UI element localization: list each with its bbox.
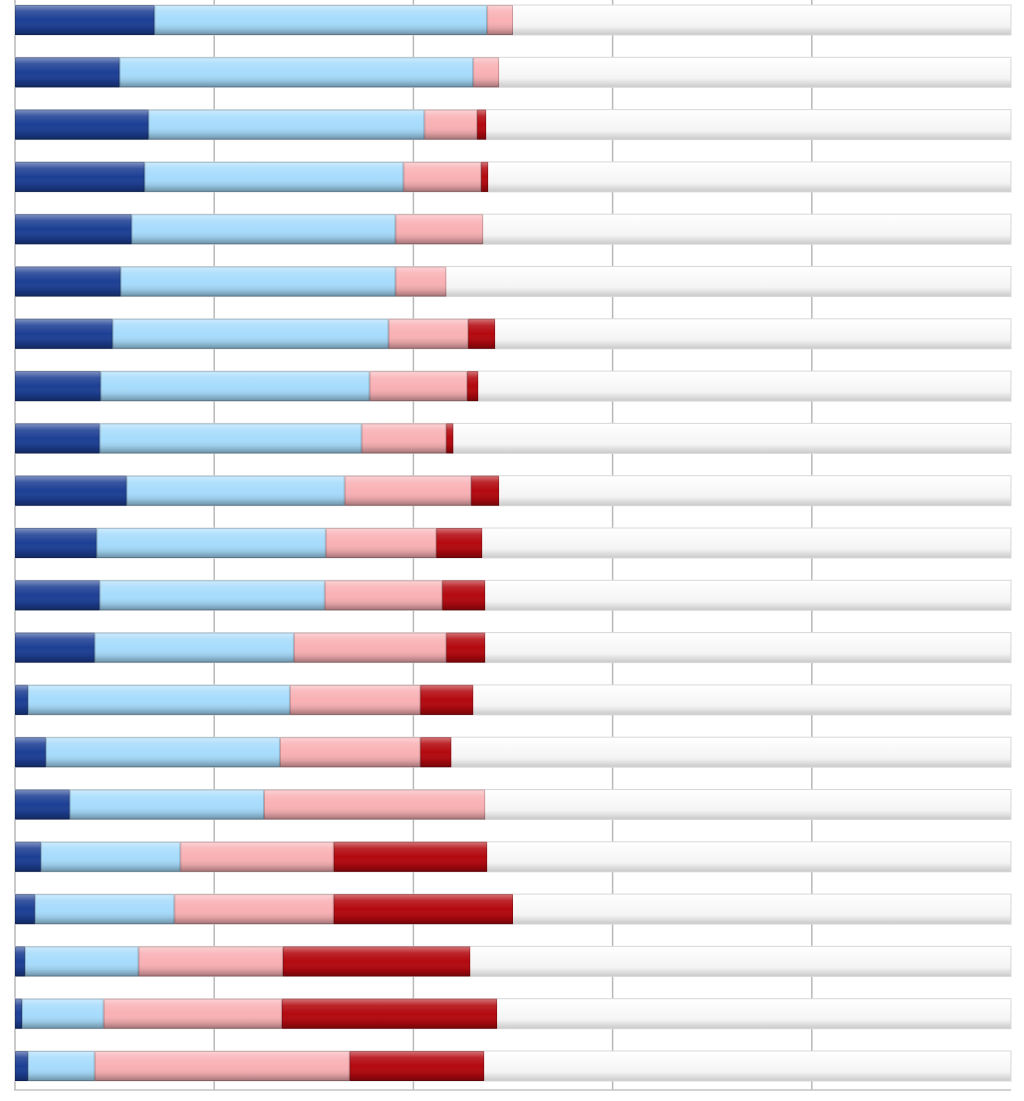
bar-segment — [395, 266, 447, 297]
bar-segment — [369, 371, 468, 402]
bar-segment — [15, 318, 113, 349]
bar-segment — [138, 946, 283, 977]
bar-segment — [481, 161, 489, 192]
bar-segment — [436, 528, 483, 558]
bar-segment — [15, 684, 28, 715]
bar-segment — [15, 789, 70, 820]
bar-segment — [264, 789, 486, 820]
bar-segment — [15, 580, 100, 611]
bar-segment — [473, 57, 500, 88]
bar-segment — [15, 632, 95, 663]
bar-segment — [420, 737, 452, 768]
bar-segment — [15, 475, 127, 506]
bar-segment — [99, 580, 325, 611]
bar-segment — [333, 841, 488, 872]
bar-segment — [96, 528, 326, 558]
bar-segment — [15, 946, 25, 977]
bar-segment — [120, 266, 396, 297]
bar-segment — [487, 5, 514, 35]
bar-segment — [15, 214, 132, 245]
bar-segment — [69, 789, 264, 820]
bar-segment — [126, 475, 345, 506]
bar-segment — [361, 423, 447, 454]
bar-segment — [477, 109, 487, 140]
bar-segment — [15, 57, 120, 88]
bar-segment — [15, 5, 155, 35]
bar-segment — [333, 894, 513, 925]
bar-segment — [15, 1051, 28, 1081]
bar-segment — [344, 475, 472, 506]
bar-segment — [99, 423, 362, 454]
bar-segment — [15, 266, 121, 297]
bar-segment — [446, 632, 486, 663]
bar-segment — [388, 318, 469, 349]
bar-segment — [27, 1051, 95, 1081]
bar-segment — [15, 528, 97, 558]
bar-segment — [119, 57, 474, 88]
bar-segment — [15, 737, 46, 768]
bar-segment — [446, 423, 454, 454]
bar-segment — [15, 371, 101, 402]
bar-segment — [15, 841, 41, 872]
bar-segment — [293, 632, 447, 663]
bar-segment — [467, 371, 479, 402]
bar-segment — [420, 684, 474, 715]
bar-segment — [144, 161, 404, 192]
bar-segment — [424, 109, 478, 140]
bar-segment — [395, 214, 484, 245]
bar-segment — [24, 946, 139, 977]
bar-segment — [103, 998, 282, 1029]
bar-segment — [148, 109, 425, 140]
bar-segment — [15, 109, 149, 140]
bar-segment — [94, 1051, 350, 1081]
bar-segment — [403, 161, 482, 192]
bar-segment — [34, 894, 175, 925]
bar-segment — [174, 894, 334, 925]
bar-segment — [131, 214, 396, 245]
bar-segment — [100, 371, 370, 402]
bar-segment — [15, 998, 22, 1029]
bar-segment — [45, 737, 280, 768]
bar-segment — [40, 841, 181, 872]
bar-segment — [325, 528, 437, 558]
bar-segment — [15, 161, 145, 192]
bar-segment — [15, 423, 100, 454]
bar-segment — [21, 998, 104, 1029]
bar-segment — [154, 5, 488, 35]
bar-segment — [180, 841, 334, 872]
bar-segment — [279, 737, 421, 768]
bar-segment — [349, 1051, 485, 1081]
bar-segments — [15, 5, 514, 1081]
bar-segment — [94, 632, 294, 663]
bar-segment — [471, 475, 500, 506]
bar-segment — [324, 580, 443, 611]
bar-segment — [281, 998, 498, 1029]
bar-segment — [282, 946, 471, 977]
bar-segment — [112, 318, 389, 349]
bar-segment — [27, 684, 290, 715]
bar-segment — [442, 580, 486, 611]
bar-segment — [289, 684, 421, 715]
bar-segment — [468, 318, 496, 349]
bar-segment — [15, 894, 35, 925]
